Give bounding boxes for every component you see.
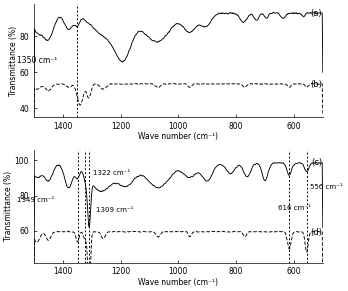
Text: (c): (c) <box>311 157 322 166</box>
Y-axis label: Transmittance (%): Transmittance (%) <box>9 26 18 96</box>
Text: (a): (a) <box>311 9 322 18</box>
Text: 1350 cm⁻¹: 1350 cm⁻¹ <box>17 56 57 65</box>
Text: 1349 cm⁻¹: 1349 cm⁻¹ <box>17 197 54 203</box>
Text: 1309 cm⁻¹: 1309 cm⁻¹ <box>96 207 133 213</box>
Text: 616 cm⁻¹: 616 cm⁻¹ <box>278 205 311 212</box>
Text: 1322 cm⁻¹: 1322 cm⁻¹ <box>93 170 130 176</box>
Text: 556 cm⁻¹: 556 cm⁻¹ <box>310 184 343 190</box>
X-axis label: Wave number (cm⁻¹): Wave number (cm⁻¹) <box>139 132 218 141</box>
X-axis label: Wave number (cm⁻¹): Wave number (cm⁻¹) <box>139 278 218 287</box>
Text: (b): (b) <box>310 80 322 89</box>
Y-axis label: Transmittance (%): Transmittance (%) <box>4 171 13 241</box>
Text: (d): (d) <box>310 228 322 237</box>
